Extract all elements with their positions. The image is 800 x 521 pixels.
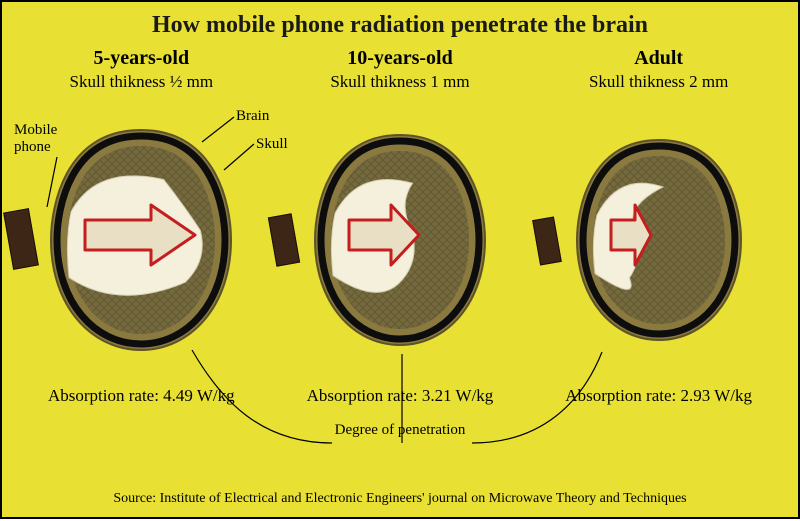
brain-svg <box>534 100 784 380</box>
infographic-frame: How mobile phone radiation penetrate the… <box>0 0 800 519</box>
age-label: 10-years-old <box>275 47 525 70</box>
absorption-rate: Absorption rate: 2.93 W/kg <box>534 386 784 406</box>
skull-thickness: Skull thikness 2 mm <box>534 72 784 92</box>
skull-thickness: Skull thikness 1 mm <box>275 72 525 92</box>
main-title: How mobile phone radiation penetrate the… <box>2 2 798 39</box>
brain-diagram <box>275 100 525 380</box>
skull-thickness: Skull thikness ½ mm <box>16 72 266 92</box>
brain-svg <box>16 100 266 380</box>
group-adult: Adult Skull thikness 2 mm Absorption rat… <box>534 47 784 406</box>
absorption-rate: Absorption rate: 4.49 W/kg <box>16 386 266 406</box>
degree-of-penetration-label: Degree of penetration <box>335 422 466 439</box>
brain-diagram <box>16 100 266 380</box>
brain-svg <box>275 100 525 380</box>
brain-diagram <box>534 100 784 380</box>
group-row: 5-years-old Skull thikness ½ mm Absorpti… <box>2 47 798 406</box>
absorption-rate: Absorption rate: 3.21 W/kg <box>275 386 525 406</box>
age-label: 5-years-old <box>16 47 266 70</box>
age-label: Adult <box>534 47 784 70</box>
group-10yo: 10-years-old Skull thikness 1 mm Absorpt… <box>275 47 525 406</box>
source-text: Source: Institute of Electrical and Elec… <box>2 491 798 507</box>
group-5yo: 5-years-old Skull thikness ½ mm Absorpti… <box>16 47 266 406</box>
